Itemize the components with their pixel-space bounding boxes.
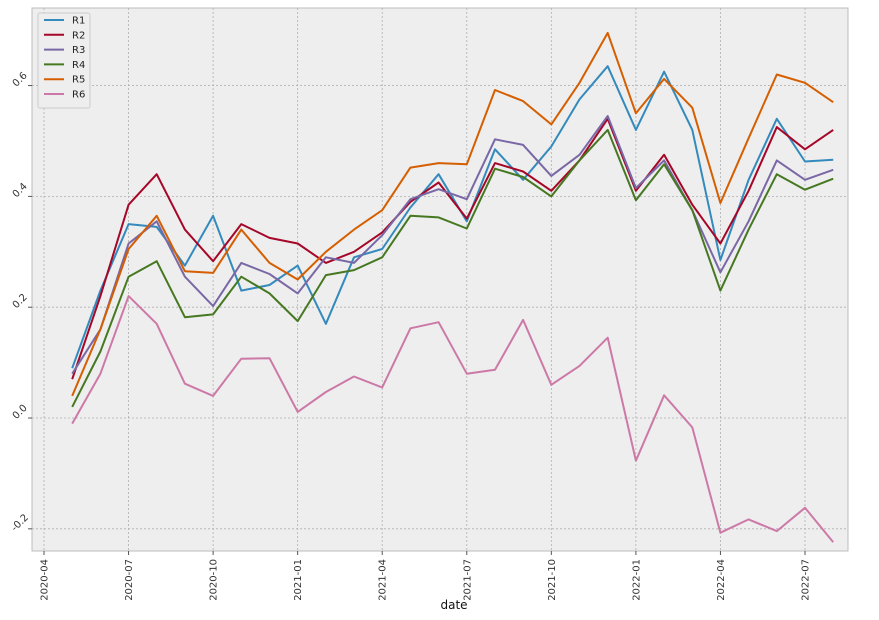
y-tick-label: 0.0 xyxy=(11,403,30,422)
x-tick-label: 2020-10 xyxy=(209,559,220,601)
x-axis: 2020-04 2020-07 2020-10 2021-01 2021-04 2021-… xyxy=(40,551,812,601)
y-axis: -0.2 0.0 0.2 0.4 0.6 xyxy=(9,70,32,534)
series-r1-line xyxy=(71,65,834,369)
series-r5-line xyxy=(71,31,834,397)
legend-label-r3: R3 xyxy=(72,45,85,56)
series-r6-line xyxy=(71,295,834,543)
x-tick-label: 2020-07 xyxy=(124,559,135,601)
legend-label-r5: R5 xyxy=(72,75,85,86)
y-tick-label: 0.4 xyxy=(11,181,30,200)
legend: R1 R2 R3 R4 R5 R6 xyxy=(37,12,91,109)
legend-label-r2: R2 xyxy=(72,30,85,41)
plot-background xyxy=(31,7,849,552)
x-tick-label: 2021-10 xyxy=(547,559,558,601)
grid-lines xyxy=(32,8,848,551)
legend-label-r6: R6 xyxy=(72,90,85,101)
series-layer xyxy=(71,31,834,543)
x-tick-label: 2022-04 xyxy=(716,559,727,601)
legend-label-r4: R4 xyxy=(72,60,85,71)
series-r4-line xyxy=(71,128,834,408)
y-tick-label: 0.2 xyxy=(11,292,30,311)
x-tick-label: 2021-04 xyxy=(378,559,389,601)
y-tick-label: -0.2 xyxy=(9,512,31,534)
y-tick-label: 0.6 xyxy=(11,70,30,89)
x-axis-label: date xyxy=(440,598,467,612)
legend-box xyxy=(37,12,91,109)
x-tick-label: 2022-07 xyxy=(801,559,812,601)
x-tick-label: 2022-01 xyxy=(631,559,642,601)
legend-label-r1: R1 xyxy=(72,16,85,27)
x-tick-label: 2021-07 xyxy=(462,559,473,601)
series-r2-line xyxy=(71,117,834,380)
series-r3-line xyxy=(71,115,834,375)
x-tick-label: 2020-04 xyxy=(40,559,51,601)
x-tick-label: 2021-01 xyxy=(293,559,304,601)
